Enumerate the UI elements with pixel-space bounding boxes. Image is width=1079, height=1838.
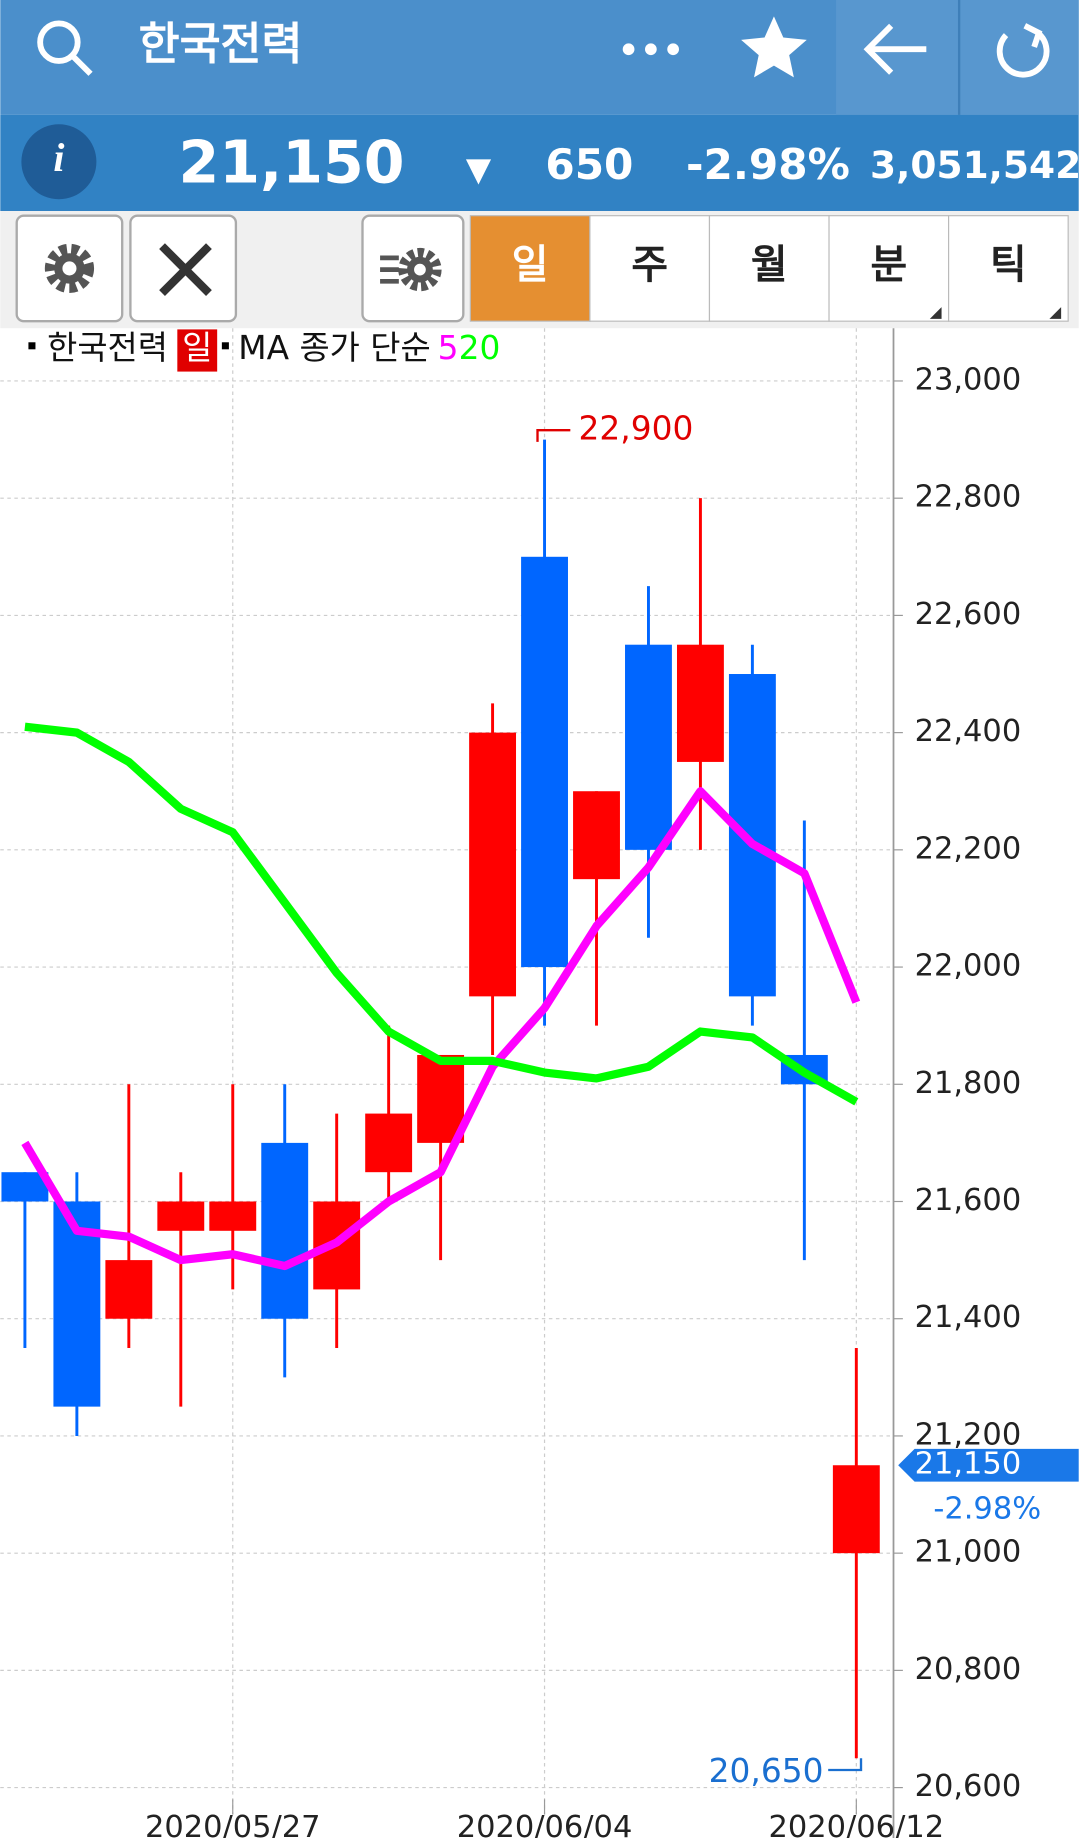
tab-label: 틱	[990, 242, 1027, 288]
candle-body	[625, 644, 672, 850]
candle-body	[573, 791, 620, 880]
low-label: 20,650	[709, 1752, 824, 1790]
tab-bg	[948, 215, 1069, 322]
y-tick-label: 21,800	[915, 1066, 1022, 1101]
tab-corner	[1049, 307, 1062, 319]
tab-label: 주	[631, 242, 668, 288]
y-tick-label: 21,200	[915, 1417, 1022, 1452]
legend-series: 5	[438, 329, 459, 367]
period-tab[interactable]: 틱	[948, 215, 1069, 322]
tab-label: 분	[870, 242, 907, 288]
candle-body	[209, 1201, 257, 1231]
quote-bar	[0, 114, 1079, 211]
legend-bullet	[28, 342, 36, 350]
y-tick-label: 22,800	[915, 480, 1022, 515]
candle-body	[105, 1260, 153, 1319]
period-tab[interactable]: 일	[469, 215, 591, 322]
candle-body	[157, 1201, 205, 1231]
last-price-label: 21,150	[915, 1447, 1022, 1482]
settings-button[interactable]	[15, 214, 124, 323]
legend-period: 일	[182, 329, 212, 367]
legend-series: 20	[459, 329, 501, 367]
x-tick-label: 2020/06/12	[769, 1810, 945, 1838]
y-tick-label: 21,600	[915, 1183, 1022, 1218]
volume: 3,051,542	[870, 143, 1079, 187]
period-tab[interactable]: 월	[708, 215, 830, 322]
high-label: 22,900	[579, 410, 694, 448]
period-tab[interactable]: 주	[589, 215, 711, 322]
candle-body	[832, 1465, 880, 1554]
legend-bullet	[221, 342, 229, 350]
y-tick-label: 20,800	[915, 1652, 1022, 1687]
change-arrow: ▼	[466, 151, 492, 189]
y-tick-label: 22,400	[915, 714, 1022, 749]
favorite-button[interactable]	[741, 16, 807, 78]
candle-body	[469, 732, 517, 997]
y-tick-label: 23,000	[915, 362, 1022, 397]
tab-label: 일	[512, 242, 549, 288]
info-button[interactable]	[21, 124, 97, 200]
period-tab[interactable]: 분	[828, 215, 950, 322]
legend-name: 한국전력	[47, 329, 168, 367]
price: 21,150	[178, 129, 404, 197]
ma-line	[24, 722, 859, 1106]
change: 650	[545, 140, 633, 189]
y-tick-label: 22,600	[915, 597, 1022, 632]
tools-button[interactable]	[129, 214, 238, 323]
ma-line	[21, 787, 861, 1271]
y-tick-label: 21,400	[915, 1300, 1022, 1335]
high-pointer	[536, 429, 571, 442]
tab-bg	[828, 215, 950, 322]
refresh-button[interactable]	[996, 23, 1050, 78]
y-tick-label: 21,000	[915, 1535, 1022, 1570]
tab-corner	[929, 307, 942, 319]
tab-label: 월	[751, 242, 788, 288]
x-tick-label: 2020/06/04	[457, 1810, 633, 1838]
candle-body	[676, 644, 724, 762]
more-button[interactable]	[622, 43, 679, 56]
candle-body	[261, 1142, 309, 1319]
legend: 한국전력 일 MA 종가 단순 5 20	[28, 329, 500, 372]
tab-bg	[708, 215, 830, 322]
legend-ma: MA 종가 단순	[238, 329, 430, 367]
candle-body	[728, 674, 776, 997]
y-tick-label: 20,600	[915, 1769, 1022, 1804]
back-button[interactable]	[863, 23, 927, 75]
candle-body	[417, 1054, 465, 1143]
tab-bg	[589, 215, 711, 322]
x-tick-label: 2020/05/27	[145, 1810, 321, 1838]
candle-body	[521, 556, 568, 968]
stock-title: 한국전력	[139, 18, 303, 70]
last-price-tag	[898, 1448, 1079, 1482]
indicator-settings-button[interactable]	[361, 214, 465, 323]
y-tick-label: 22,000	[915, 949, 1022, 984]
search-button[interactable]	[37, 20, 93, 76]
last-change-label: -2.98%	[933, 1491, 1041, 1526]
low-pointer	[828, 1758, 863, 1772]
info-icon: i	[53, 135, 64, 180]
y-tick-label: 22,200	[915, 831, 1022, 866]
period-badge	[177, 329, 218, 372]
change-pct: -2.98%	[686, 140, 850, 189]
candle-body	[365, 1113, 413, 1173]
